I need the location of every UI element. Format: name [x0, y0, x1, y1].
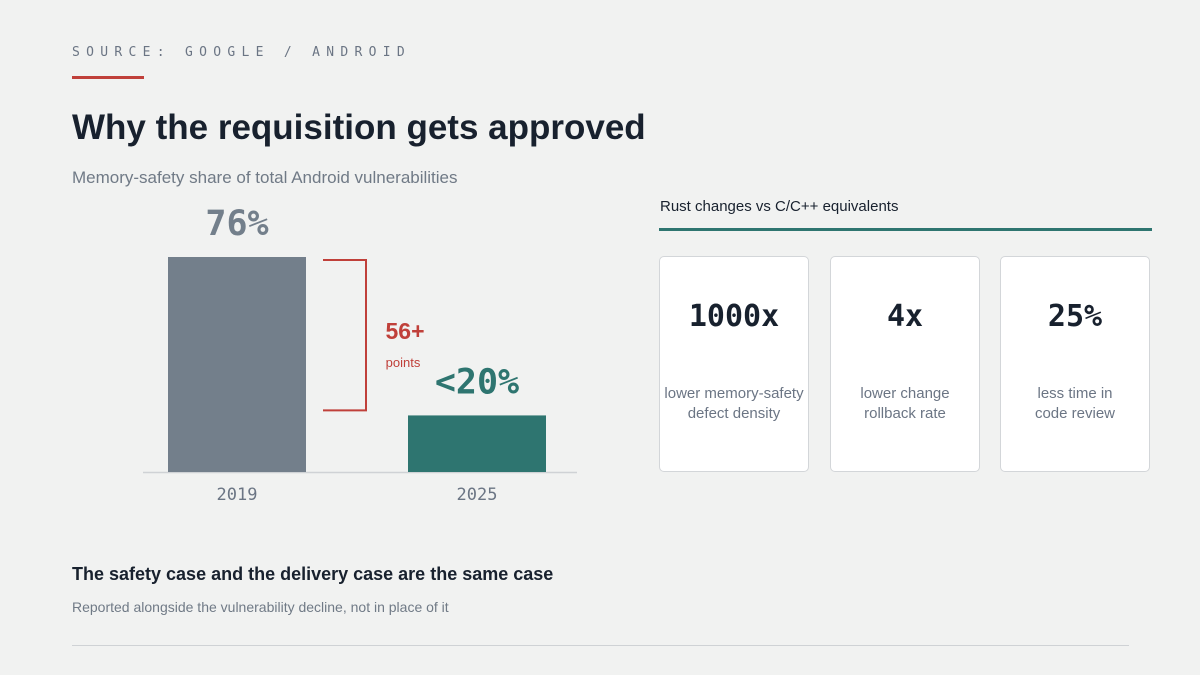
- difference-bracket: [323, 259, 367, 412]
- value-label-2019: 76%: [205, 204, 268, 244]
- x-tick-label-2019: 2019: [217, 485, 258, 505]
- source-label: SOURCE: GOOGLE / ANDROID: [72, 45, 412, 60]
- bar-2025: [408, 415, 546, 472]
- metric-label-line: lower memory-safety: [664, 385, 804, 402]
- metric-label-line: rollback rate: [864, 405, 946, 422]
- bar-chart: 76% 2019 <20% 2025 56+ points: [143, 204, 577, 505]
- value-label-2025: <20%: [435, 362, 519, 402]
- metric-card-code-review: 25% less time in code review: [1000, 256, 1150, 472]
- source-accent-rule: [72, 76, 144, 79]
- comparison-heading: Rust changes vs C/C++ equivalents: [660, 198, 899, 215]
- footer-divider: [72, 645, 1129, 646]
- page-title: Why the requisition gets approved: [72, 108, 646, 147]
- metric-label: less time in code review: [1001, 384, 1149, 424]
- metric-value: 4x: [886, 299, 924, 334]
- metric-value: 1000x: [688, 299, 780, 334]
- bar-2019: [168, 257, 306, 472]
- metric-card-defect-density: 1000x lower memory-safety defect density: [659, 256, 809, 472]
- metric-label: lower memory-safety defect density: [660, 384, 808, 424]
- footer-title: The safety case and the delivery case ar…: [72, 564, 554, 584]
- metric-label-line: code review: [1034, 405, 1116, 422]
- metric-label-line: less time in: [1037, 385, 1113, 402]
- footer-note: Reported alongside the vulnerability dec…: [72, 599, 449, 615]
- metric-label-line: lower change: [860, 385, 950, 402]
- metric-label: lower change rollback rate: [831, 384, 979, 424]
- metric-value: 25%: [1047, 299, 1103, 334]
- x-tick-label-2025: 2025: [457, 485, 498, 505]
- difference-label: points: [386, 355, 421, 370]
- difference-value: 56+: [385, 318, 424, 344]
- metric-label-line: defect density: [687, 405, 781, 422]
- chart-subtitle: Memory-safety share of total Android vul…: [72, 168, 458, 187]
- metric-card-rollback-rate: 4x lower change rollback rate: [830, 256, 980, 472]
- comparison-accent-rule: [659, 228, 1152, 231]
